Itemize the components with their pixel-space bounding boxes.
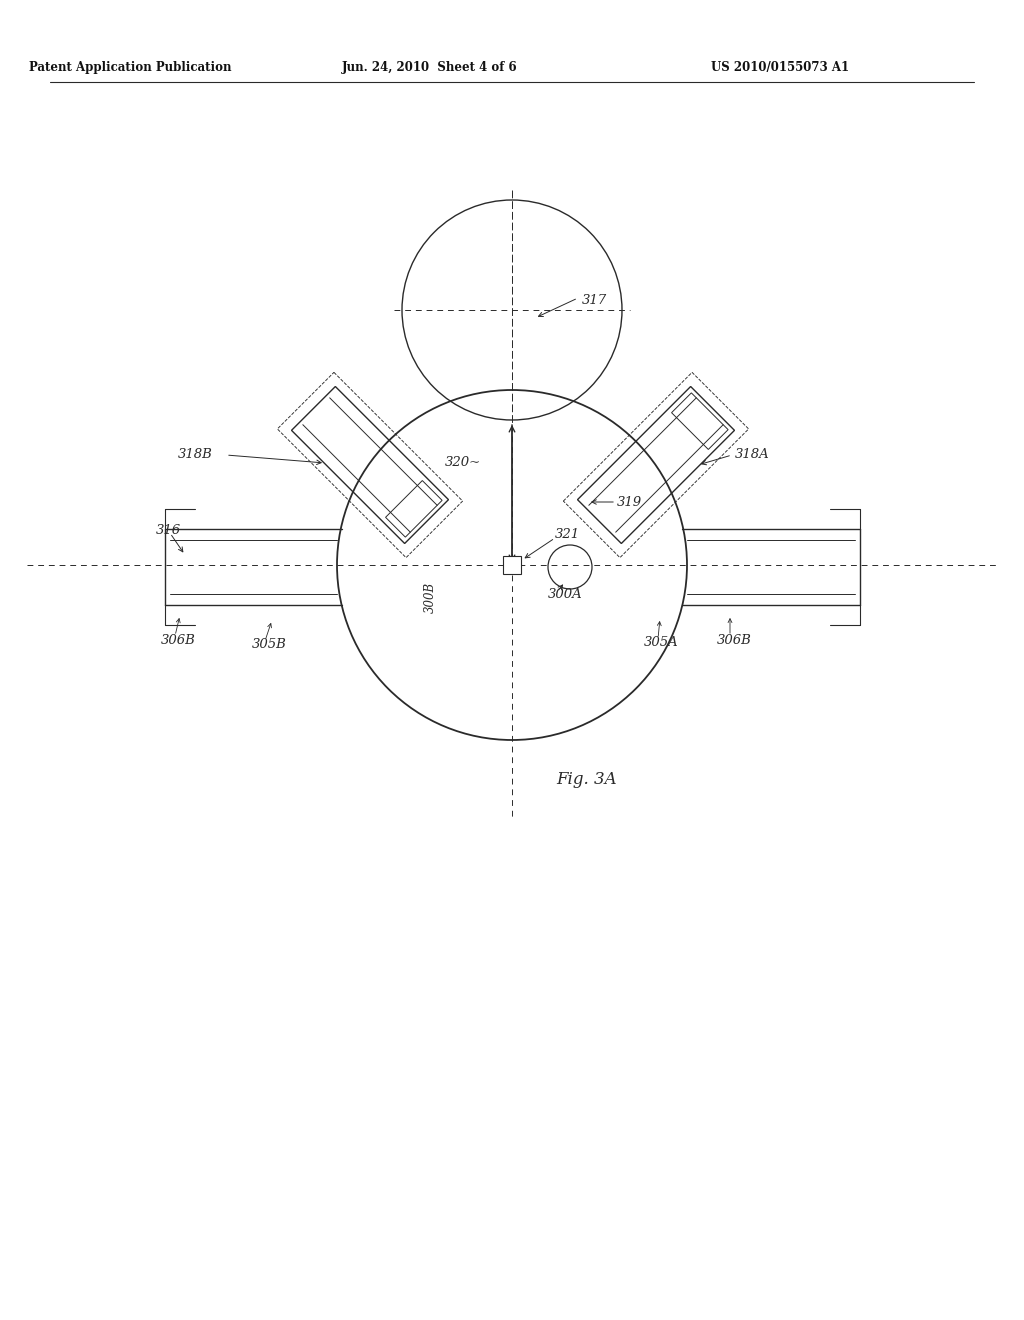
Text: 300A: 300A [548,589,583,602]
Text: 321: 321 [555,528,581,541]
Text: 306B: 306B [717,634,752,647]
Text: 318B: 318B [178,449,213,462]
Text: 316: 316 [156,524,181,536]
Text: 305A: 305A [644,636,679,649]
Text: 317: 317 [582,293,607,306]
Text: 320~: 320~ [445,455,481,469]
Bar [503,556,521,574]
Text: Fig. 3A: Fig. 3A [556,771,616,788]
Text: 318A: 318A [735,449,770,462]
Text: Patent Application Publication: Patent Application Publication [29,62,231,74]
Text: US 2010/0155073 A1: US 2010/0155073 A1 [711,62,849,74]
Text: Jun. 24, 2010  Sheet 4 of 6: Jun. 24, 2010 Sheet 4 of 6 [342,62,518,74]
Text: 306B: 306B [161,634,196,647]
Text: 305B: 305B [252,639,287,652]
Text: 300B: 300B [424,581,436,612]
Text: 319: 319 [617,495,642,508]
